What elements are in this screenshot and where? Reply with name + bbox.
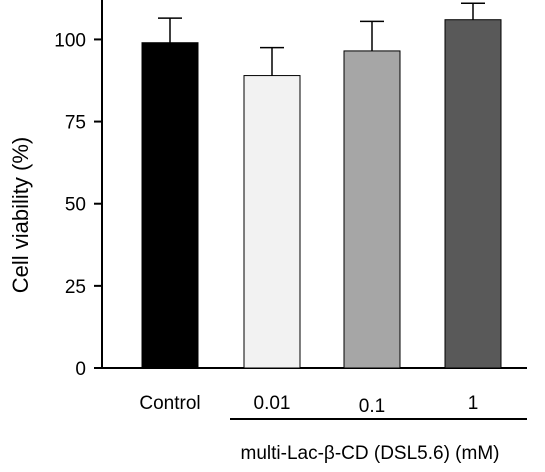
y-tick-label: 25 [65, 277, 86, 298]
bar-0.01 [243, 75, 301, 369]
x-tick-label: 0.01 [254, 393, 291, 414]
chart-labels: 0 25 50 75 100 Control 0.01 0.1 1 [54, 30, 478, 417]
y-tick-label: 0 [75, 359, 86, 380]
x-tick-label: 0.1 [359, 396, 385, 417]
y-tick-label: 75 [65, 113, 86, 134]
chart-bars [141, 19, 502, 369]
x-tick-label: 1 [468, 393, 479, 414]
y-tick-label: 100 [54, 30, 86, 51]
bar-Control [141, 42, 199, 369]
chart-error-bars [158, 2, 485, 76]
bar-0.1 [343, 50, 401, 369]
group-bracket-label: multi-Lac-β-CD (DSL5.6) (mM) [241, 443, 500, 464]
bar-1 [444, 19, 502, 369]
x-tick-label: Control [139, 393, 200, 414]
y-tick-label: 50 [65, 195, 86, 216]
y-axis-label: Cell viability (%) [8, 137, 33, 293]
